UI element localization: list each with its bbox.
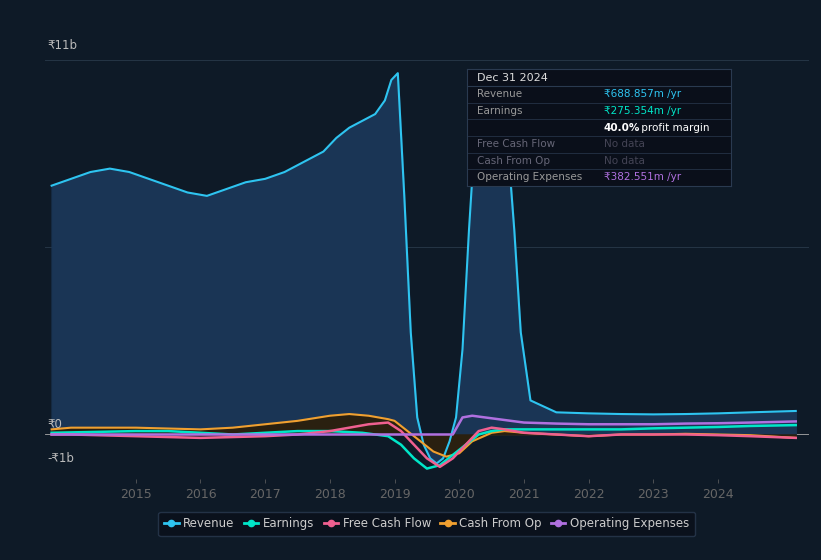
Text: Revenue: Revenue xyxy=(477,89,522,99)
Text: Free Cash Flow: Free Cash Flow xyxy=(477,139,555,149)
Text: profit margin: profit margin xyxy=(638,123,709,133)
Text: ₹11b: ₹11b xyxy=(48,39,77,53)
Text: -₹1b: -₹1b xyxy=(48,452,75,465)
Text: No data: No data xyxy=(604,139,644,149)
Legend: Revenue, Earnings, Free Cash Flow, Cash From Op, Operating Expenses: Revenue, Earnings, Free Cash Flow, Cash … xyxy=(158,512,695,536)
Text: ₹382.551m /yr: ₹382.551m /yr xyxy=(604,172,681,183)
Text: ₹688.857m /yr: ₹688.857m /yr xyxy=(604,89,681,99)
Text: Operating Expenses: Operating Expenses xyxy=(477,172,582,183)
Text: Cash From Op: Cash From Op xyxy=(477,156,550,166)
Text: ₹0: ₹0 xyxy=(48,418,62,431)
Text: ₹275.354m /yr: ₹275.354m /yr xyxy=(604,106,681,116)
Text: 40.0%: 40.0% xyxy=(604,123,640,133)
Text: Earnings: Earnings xyxy=(477,106,523,116)
Text: Dec 31 2024: Dec 31 2024 xyxy=(477,73,548,83)
Text: No data: No data xyxy=(604,156,644,166)
